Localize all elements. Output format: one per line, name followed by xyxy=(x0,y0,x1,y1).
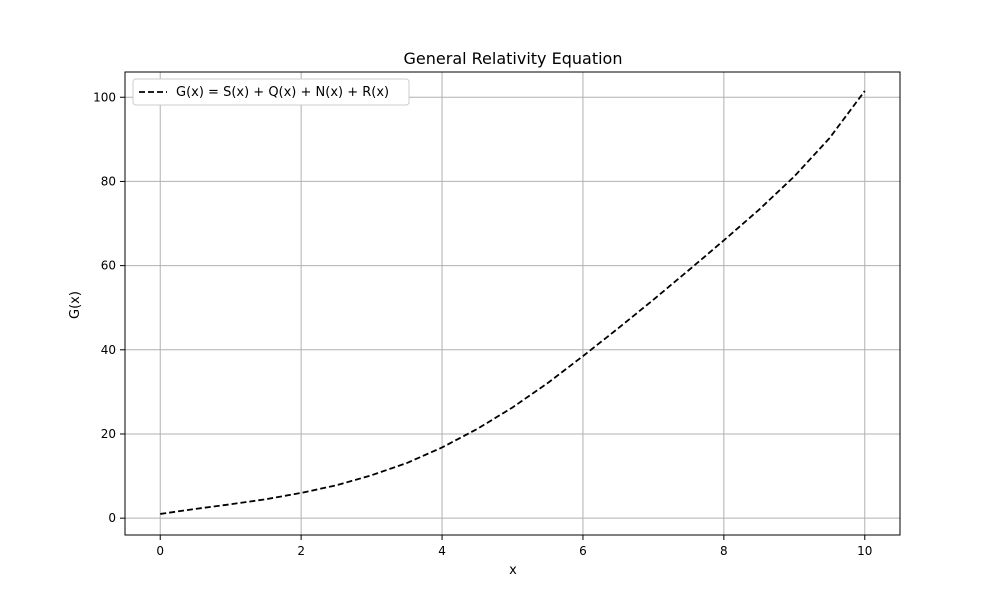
y-axis-label: G(x) xyxy=(68,291,83,319)
legend-box xyxy=(132,78,410,106)
y-axis-ticks: 0 20 40 60 80 100 xyxy=(93,90,125,525)
y-tick-label-4: 80 xyxy=(101,174,116,188)
y-tick-label-0: 0 xyxy=(108,511,116,525)
y-tick-label-3: 60 xyxy=(101,259,116,273)
x-tick-label-2: 4 xyxy=(438,544,446,558)
grid-lines xyxy=(125,72,900,535)
series-layer xyxy=(160,90,866,515)
x-tick-label-1: 2 xyxy=(297,544,305,558)
x-tick-label-0: 0 xyxy=(156,544,164,558)
axes-frame xyxy=(124,71,901,536)
plot-area-frame xyxy=(124,71,901,536)
chart-title: General Relativity Equation xyxy=(404,49,623,68)
legend: G(x) = S(x) + Q(x) + N(x) + R(x) xyxy=(132,78,410,106)
x-axis-ticks: 0 2 4 6 8 10 xyxy=(156,535,872,558)
x-tick-label-4: 8 xyxy=(720,544,728,558)
x-tick-label-3: 6 xyxy=(579,544,587,558)
x-tick-label-5: 10 xyxy=(857,544,872,558)
y-tick-label-5: 100 xyxy=(93,90,116,104)
series-line-0 xyxy=(160,90,866,515)
y-tick-label-1: 20 xyxy=(101,427,116,441)
legend-entry-label: G(x) = S(x) + Q(x) + N(x) + R(x) xyxy=(176,85,389,100)
y-tick-label-2: 40 xyxy=(101,343,116,357)
x-axis-label: x xyxy=(509,563,517,578)
